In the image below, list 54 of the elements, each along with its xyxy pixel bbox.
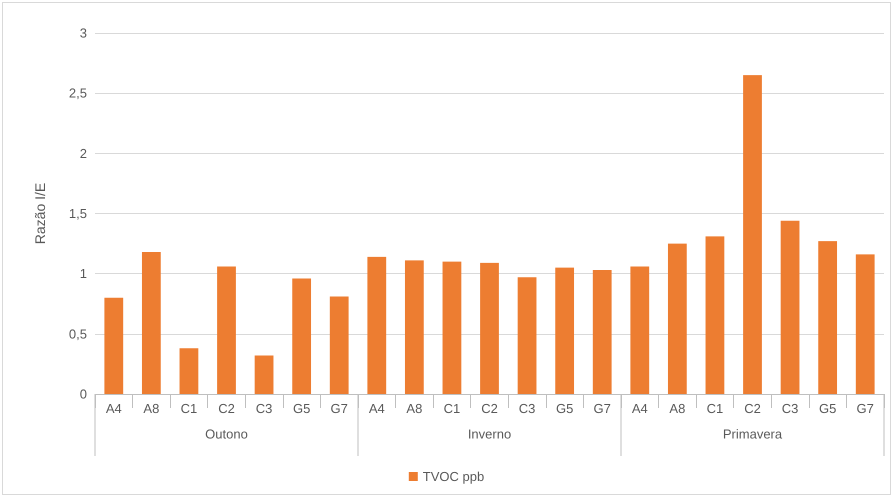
x-tick-label: G5 — [556, 401, 574, 416]
x-tick-label: C2 — [744, 401, 761, 416]
x-tick-label: C1 — [444, 401, 460, 416]
bar — [104, 298, 124, 394]
bar — [480, 262, 499, 394]
bar — [818, 241, 838, 394]
x-tick-label: G7 — [594, 401, 611, 416]
bar — [254, 355, 274, 394]
bar — [442, 262, 462, 394]
bar — [180, 348, 198, 394]
bar — [592, 270, 612, 394]
x-tick-label: C2 — [481, 401, 498, 416]
y-axis-title: Razão I/E — [32, 182, 48, 244]
bar — [780, 220, 800, 394]
x-tick-label: G5 — [292, 401, 310, 416]
bar — [668, 244, 687, 394]
bar — [630, 266, 650, 394]
y-tick-label: 2 — [80, 146, 87, 161]
y-tick-label: 1 — [80, 266, 87, 282]
bar — [743, 75, 762, 394]
x-tick-label: C3 — [782, 401, 798, 416]
y-tick-label: 1,5 — [68, 206, 87, 221]
x-tick-label: A8 — [406, 401, 422, 416]
bar — [404, 260, 424, 394]
x-tick-label: A4 — [632, 401, 648, 416]
x-tick-label: C1 — [706, 401, 724, 416]
x-tick-label: G7 — [856, 401, 874, 416]
y-tick-label: 2,5 — [68, 86, 87, 101]
x-tick-label: C2 — [218, 401, 235, 416]
y-tick-label: 0,5 — [68, 326, 87, 342]
bar — [518, 277, 536, 394]
bar — [706, 236, 724, 394]
bar — [142, 252, 161, 394]
x-tick-label: G5 — [818, 401, 836, 416]
text: Inverno — [468, 426, 512, 442]
bar — [555, 268, 574, 394]
x-tick-label: A8 — [669, 401, 686, 416]
x-tick-label: C3 — [256, 401, 272, 416]
x-tick-label: A8 — [143, 401, 160, 416]
bar — [856, 254, 875, 394]
bar — [330, 296, 349, 394]
legend-label: TVOC ppb — [422, 469, 484, 484]
y-tick-label: 0 — [80, 386, 87, 402]
y-tick-label: 3 — [80, 26, 87, 40]
text: Outono — [205, 426, 248, 442]
bar — [292, 278, 312, 394]
x-tick-label: A4 — [368, 401, 385, 416]
text: Primavera — [722, 426, 783, 442]
x-tick-label: G7 — [330, 401, 348, 416]
x-tick-label: C1 — [180, 401, 198, 416]
x-tick-label: A4 — [106, 401, 122, 416]
bar — [217, 266, 236, 394]
bar — [367, 256, 386, 394]
x-tick-label: C3 — [518, 401, 536, 416]
